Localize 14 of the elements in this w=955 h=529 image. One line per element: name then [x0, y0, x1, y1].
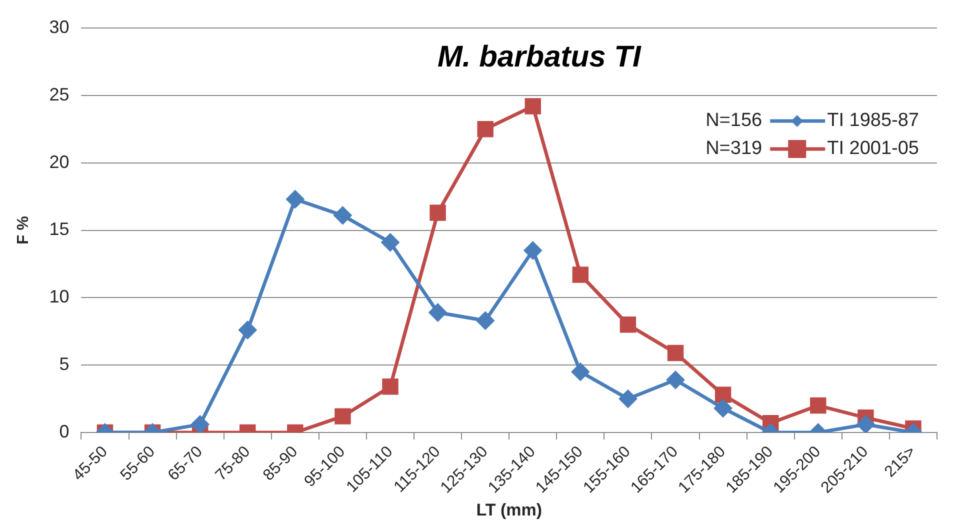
- y-tick-label: 15: [49, 219, 70, 240]
- y-tick-label: 10: [49, 286, 70, 307]
- legend-label: TI 2001-05: [827, 138, 920, 160]
- x-axis-title: LT (mm): [476, 500, 542, 520]
- annotation: N=156: [706, 110, 762, 132]
- y-tick-label: 25: [49, 84, 70, 104]
- legend-label: TI 1985-87: [827, 110, 920, 132]
- y-tick-label: 0: [59, 421, 70, 442]
- y-tick-label: 30: [49, 16, 70, 37]
- y-axis-title: F %: [15, 216, 32, 244]
- y-tick-label: 20: [49, 152, 70, 172]
- annotation: N=319: [706, 138, 762, 160]
- y-tick-label: 5: [59, 354, 70, 374]
- chart-title: M. barbatus TI: [437, 40, 642, 74]
